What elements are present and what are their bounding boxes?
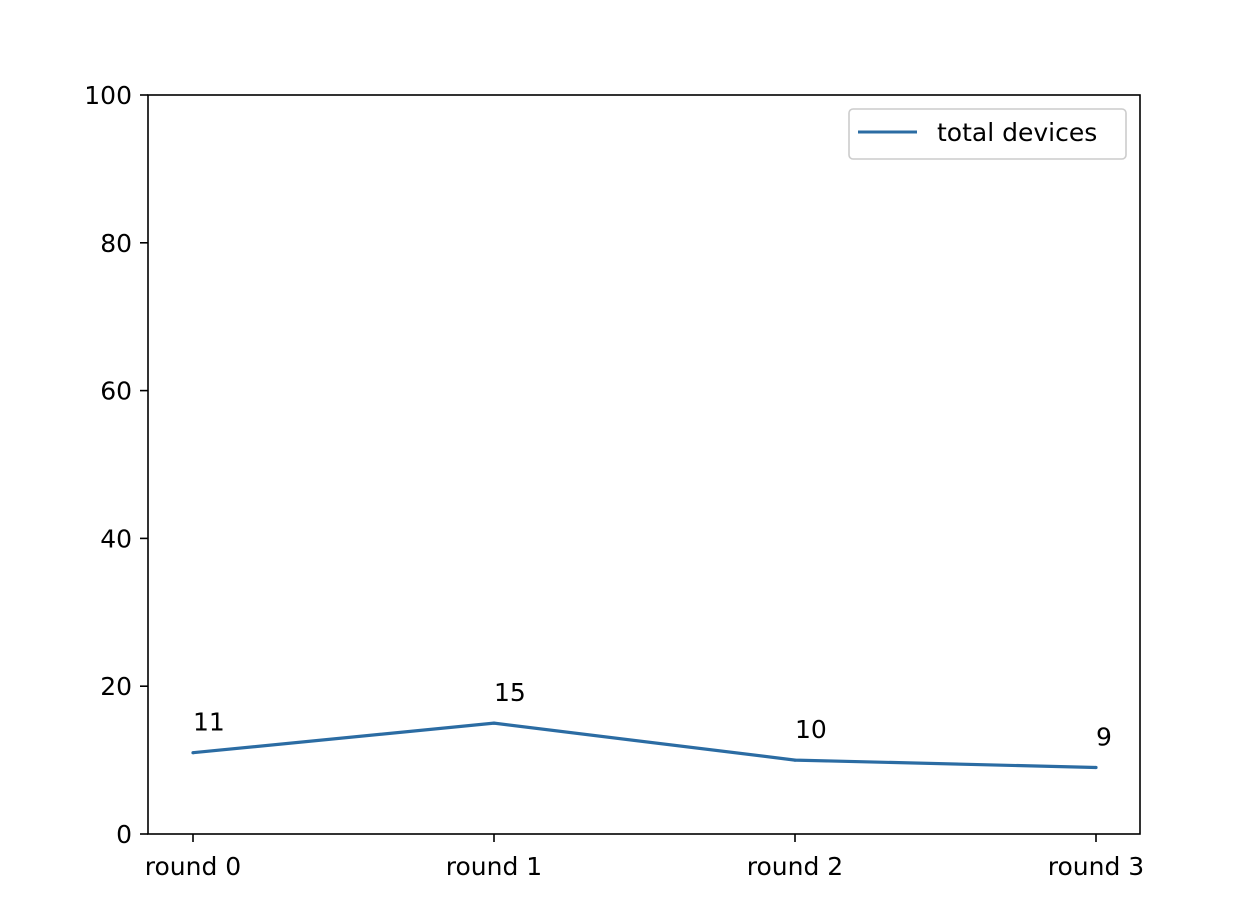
legend: total devices <box>848 108 1127 160</box>
plot-frame <box>147 94 1141 835</box>
data-label: 11 <box>193 708 225 737</box>
y-tick-label: 80 <box>100 229 132 258</box>
series-layer <box>191 721 1098 770</box>
x-axis-ticks: round 0 round 1 round 2 round 3 <box>145 834 1144 881</box>
y-tick-label: 100 <box>84 81 132 110</box>
data-point <box>793 758 797 762</box>
data-label: 9 <box>1096 722 1112 751</box>
y-tick-label: 40 <box>100 524 132 553</box>
y-tick-label: 60 <box>100 377 132 406</box>
legend-label-total-devices: total devices <box>937 118 1097 147</box>
x-tick-label: round 2 <box>747 852 843 881</box>
data-labels: 11 15 10 9 <box>193 678 1112 751</box>
x-tick-label: round 0 <box>145 852 241 881</box>
y-axis-ticks: 0 20 40 60 80 100 <box>84 81 148 849</box>
x-tick-label: round 3 <box>1048 852 1144 881</box>
y-tick-label: 0 <box>116 820 132 849</box>
data-label: 10 <box>795 715 827 744</box>
legend-box <box>848 108 1127 160</box>
plot-background <box>148 95 1140 834</box>
data-point <box>191 751 195 755</box>
data-point <box>492 721 496 725</box>
data-point <box>1094 765 1098 770</box>
data-label: 15 <box>494 678 526 707</box>
series-line-total-devices <box>192 721 1097 770</box>
y-tick-label: 20 <box>100 672 132 701</box>
x-tick-label: round 1 <box>446 852 542 881</box>
